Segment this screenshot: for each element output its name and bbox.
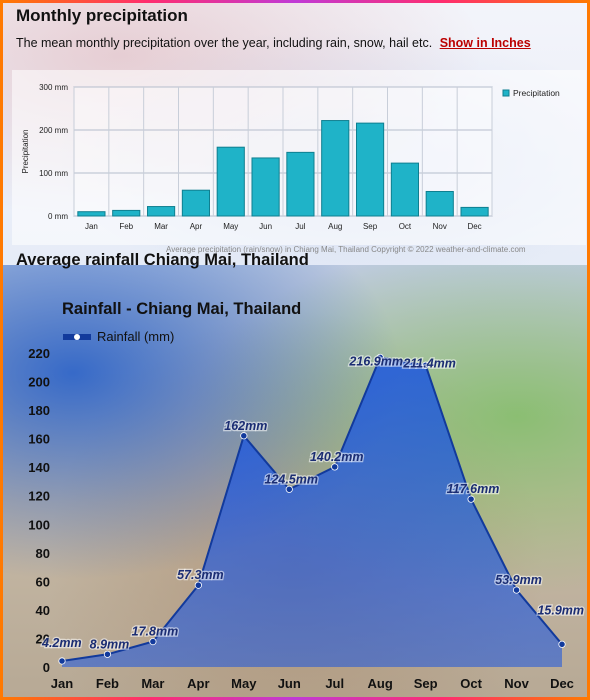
average-rainfall-title: Average rainfall Chiang Mai, Thailand [16,251,309,269]
x-tick-label: Dec [467,222,481,231]
x-tick-label: Nov [504,676,529,691]
rainfall-point [103,650,112,658]
rainfall-point [285,485,293,493]
precip-bar [390,162,420,217]
description-text: The mean monthly precipitation over the … [16,36,433,50]
y-tick-label: 80 [36,546,50,561]
legend-label: Rainfall (mm) [97,329,174,344]
rainfall-data-label: 162mm [224,419,267,433]
x-tick-label: Feb [96,676,119,691]
rainfall-area [62,357,562,667]
rainfall-point [149,637,157,646]
y-tick-label: 300 mm [39,83,68,92]
x-tick-label: Feb [119,222,133,231]
x-tick-label: Sep [363,222,378,231]
rainfall-point [422,361,430,369]
rainfall-data-label: 117.6mm [447,482,500,496]
precip-bar [112,209,141,217]
x-tick-label: Apr [187,676,209,691]
x-tick-label: Aug [328,222,342,231]
precip-bar [251,157,280,217]
y-axis-label: Precipitation [21,129,30,173]
x-tick-label: Jul [325,676,344,691]
y-tick-label: 160 [28,432,50,447]
precip-bar [216,146,245,217]
y-tick-label: 100 mm [39,169,68,178]
monthly-precipitation-title: Monthly precipitation [16,6,188,25]
x-tick-label: Nov [433,222,447,231]
y-tick-label: 140 [28,460,50,475]
y-tick-label: 20 [36,631,50,646]
legend-swatch [502,89,510,97]
x-tick-label: May [223,222,238,231]
rainfall-data-label: 216.9mm [348,354,403,368]
x-tick-label: Jun [278,676,301,691]
rainfall-data-label: 211.4mm [402,356,456,370]
precip-bar [146,206,176,217]
legend-label: Precipitation [513,88,560,98]
rainfall-point [58,657,66,665]
x-tick-label: Jan [51,676,73,691]
rainfall-point [240,432,248,440]
y-tick-label: 200 mm [39,126,68,135]
legend-marker [74,334,80,340]
x-tick-label: Jun [259,222,272,231]
x-tick-label: Dec [550,676,574,691]
rainfall-data-label: 53.9mm [495,573,542,587]
x-tick-label: Jul [295,222,305,231]
rainfall-point [194,581,202,589]
rainfall-data-label: 124.5mm [265,472,319,486]
y-tick-label: 180 [28,403,50,418]
precip-bar [460,206,489,217]
y-tick-label: 220 [28,346,50,361]
y-tick-label: 100 [28,517,50,532]
rainfall-data-label: 17.8mm [132,625,179,639]
rainfall-chart-title: Rainfall - Chiang Mai, Thailand [62,300,302,318]
x-tick-label: May [231,676,257,691]
rainfall-point [376,353,384,362]
rainfall-point [331,463,339,471]
y-tick-label: 60 [36,574,50,589]
rainfall-line [61,356,563,662]
x-tick-label: Apr [190,222,203,231]
x-tick-label: Sep [414,676,438,691]
precip-bar [77,211,106,217]
y-tick-label: 0 mm [48,212,68,221]
y-tick-label: 200 [28,375,50,390]
y-tick-label: 120 [28,489,50,504]
rainfall-point [467,495,475,503]
x-tick-label: Mar [154,222,168,231]
show-in-inches-link[interactable]: Show in Inches [439,36,531,50]
x-tick-label: Mar [141,676,164,691]
rainfall-data-label: 4.2mm [41,636,82,650]
precip-bar [425,190,454,217]
x-tick-label: Oct [460,676,482,691]
chart-copyright-caption: Average precipitation (rain/snow) in Chi… [166,245,526,254]
rainfall-data-label: 8.9mm [90,637,130,651]
rainfall-data-label: 140.2mm [310,450,364,464]
x-tick-label: Aug [368,676,393,691]
precip-bar [321,120,350,217]
x-tick-label: Oct [399,222,412,231]
precip-bar [355,122,385,217]
rainfall-point [512,586,521,594]
precip-bar [286,151,315,217]
y-tick-label: 40 [36,603,50,618]
monthly-precipitation-description: The mean monthly precipitation over the … [16,36,531,50]
x-tick-label: Jan [85,222,98,231]
y-tick-label: 0 [43,660,50,675]
rainfall-point [558,640,566,648]
rainfall-data-label: 15.9mm [537,603,584,617]
rainfall-data-label: 57.3mm [177,568,224,582]
precip-bar [181,189,211,217]
